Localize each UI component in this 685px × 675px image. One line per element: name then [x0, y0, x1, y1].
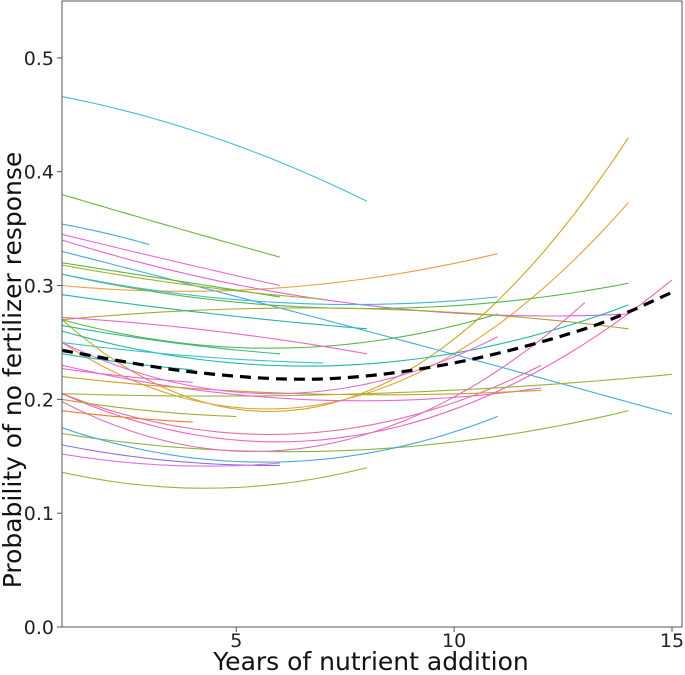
plot-frame	[61, 0, 683, 628]
series-line-6	[61, 202, 629, 410]
series-line-20	[61, 313, 498, 349]
y-tick-label-3: 0.3	[24, 276, 54, 298]
series-line-7	[61, 250, 673, 415]
series-line-17	[61, 376, 542, 396]
series-line-31	[61, 410, 193, 423]
series-line-29	[61, 341, 324, 364]
x-tick-label-2: 15	[660, 630, 684, 652]
y-tick-label-5: 0.5	[24, 48, 54, 70]
series-line-3	[61, 223, 150, 246]
y-tick-label-4: 0.4	[24, 162, 54, 184]
series-line-11	[61, 239, 629, 317]
mean-curve-dashed	[61, 290, 673, 381]
series-line-23	[61, 294, 368, 330]
series-line-9	[61, 373, 673, 397]
series-line-14	[61, 307, 629, 330]
series-line-28	[61, 264, 324, 300]
x-axis-title: Years of nutrient addition	[212, 647, 529, 675]
series-line-36	[61, 368, 193, 383]
series-line-18	[61, 302, 586, 453]
series-line-1	[61, 96, 368, 202]
y-tick-label-1: 0.1	[24, 503, 54, 525]
mean-layer	[61, 290, 673, 381]
series-line-24	[61, 316, 368, 355]
series-line-2	[61, 193, 281, 258]
series-line-27	[61, 324, 280, 355]
series-line-30	[61, 398, 237, 417]
y-tick-label-0: 0.0	[24, 617, 54, 639]
y-axis-title: Probability of no fertilizer response	[0, 152, 27, 589]
x-tick-label-1: 10	[442, 630, 466, 652]
series-line-21	[61, 415, 498, 463]
series-line-33	[61, 453, 280, 467]
y-tick-label-2: 0.2	[24, 389, 54, 411]
series-line-15	[61, 364, 542, 402]
axis-layer: 0.0 0.1 0.2 0.3 0.4 0.5 5 10 15	[24, 48, 684, 652]
series-line-4	[61, 253, 498, 292]
x-tick-label-0: 5	[230, 630, 242, 652]
series-line-34	[61, 467, 368, 489]
series-line-26	[61, 233, 281, 287]
series-line-10	[61, 410, 629, 453]
series-line-19	[61, 273, 498, 306]
